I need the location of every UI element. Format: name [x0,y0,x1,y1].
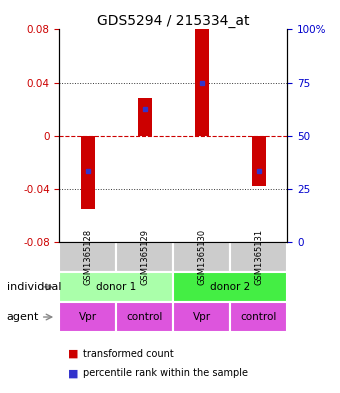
Bar [59,272,173,302]
Text: donor 1: donor 1 [96,282,137,292]
Text: control: control [241,312,277,322]
Text: GSM1365128: GSM1365128 [84,229,92,285]
Text: Vpr: Vpr [193,312,211,322]
Text: agent: agent [7,312,39,322]
Bar [59,242,116,272]
Bar [173,242,231,272]
Text: GSM1365129: GSM1365129 [140,229,149,285]
Text: ■: ■ [68,349,79,359]
Text: percentile rank within the sample: percentile rank within the sample [83,368,248,378]
Bar [231,242,287,272]
Bar [231,302,287,332]
Bar [138,98,152,136]
Bar [195,29,209,136]
Title: GDS5294 / 215334_at: GDS5294 / 215334_at [97,15,250,28]
Bar [116,302,173,332]
Bar [252,136,266,186]
Text: control: control [127,312,163,322]
Text: ■: ■ [68,368,79,378]
Text: donor 2: donor 2 [210,282,251,292]
Text: GSM1365131: GSM1365131 [254,229,263,285]
Text: transformed count: transformed count [83,349,174,359]
Bar [59,302,116,332]
Text: GSM1365130: GSM1365130 [198,229,206,285]
Text: Vpr: Vpr [79,312,97,322]
Bar [173,302,231,332]
Bar [116,242,173,272]
Text: individual: individual [7,282,61,292]
Bar [173,272,287,302]
Bar [81,136,95,209]
